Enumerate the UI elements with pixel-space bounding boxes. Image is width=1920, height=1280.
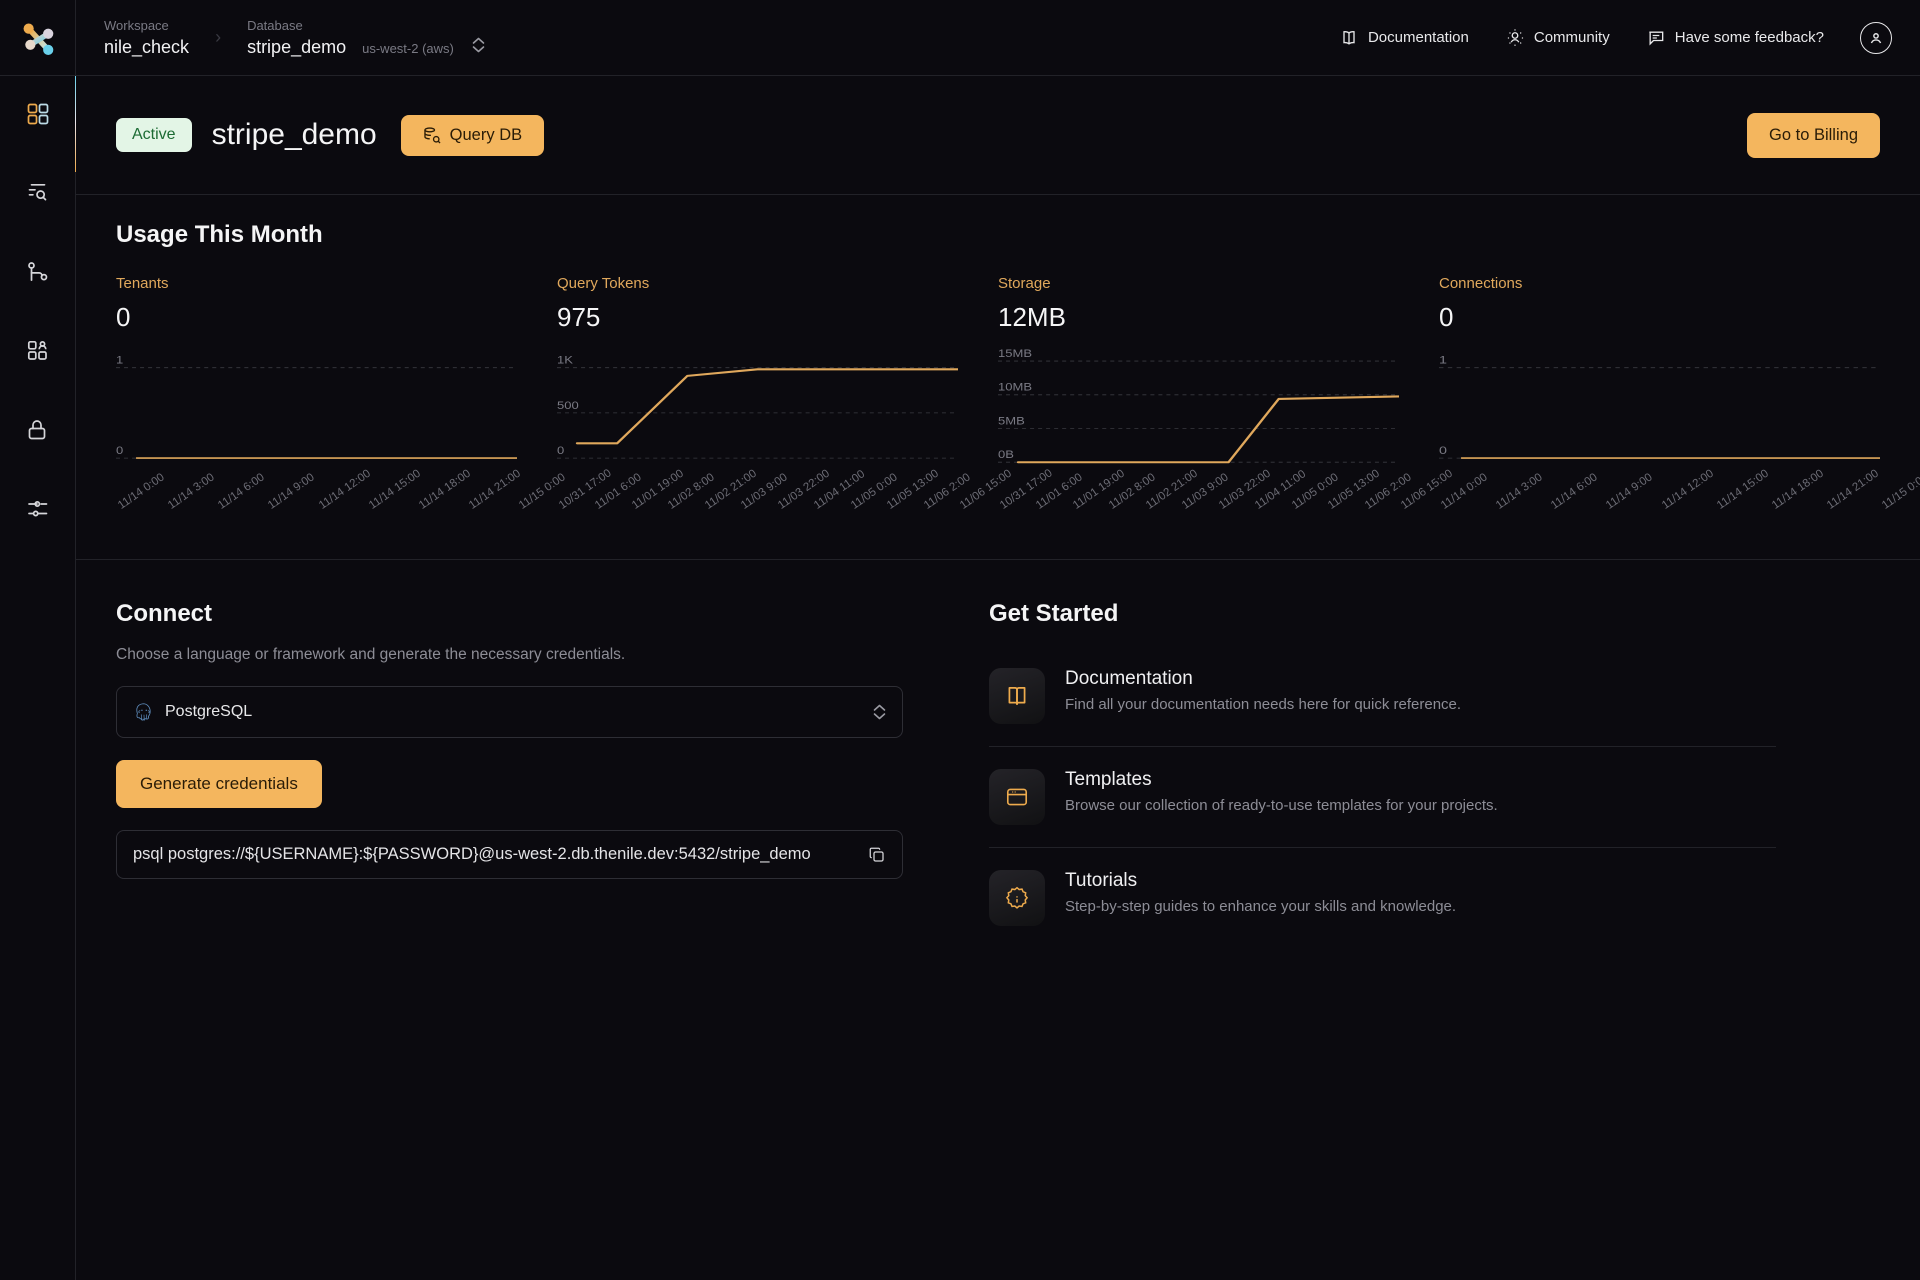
svg-text:10MB: 10MB — [998, 381, 1032, 394]
svg-text:5MB: 5MB — [998, 415, 1025, 428]
svg-text:0: 0 — [1439, 445, 1447, 457]
svg-text:0: 0 — [116, 444, 124, 457]
svg-text:500: 500 — [557, 399, 579, 412]
svg-text:1K: 1K — [557, 354, 573, 367]
svg-text:0: 0 — [557, 444, 565, 457]
svg-text:1: 1 — [1439, 354, 1447, 366]
svg-text:1: 1 — [116, 354, 124, 367]
svg-text:0B: 0B — [998, 448, 1014, 461]
svg-text:15MB: 15MB — [998, 347, 1032, 360]
